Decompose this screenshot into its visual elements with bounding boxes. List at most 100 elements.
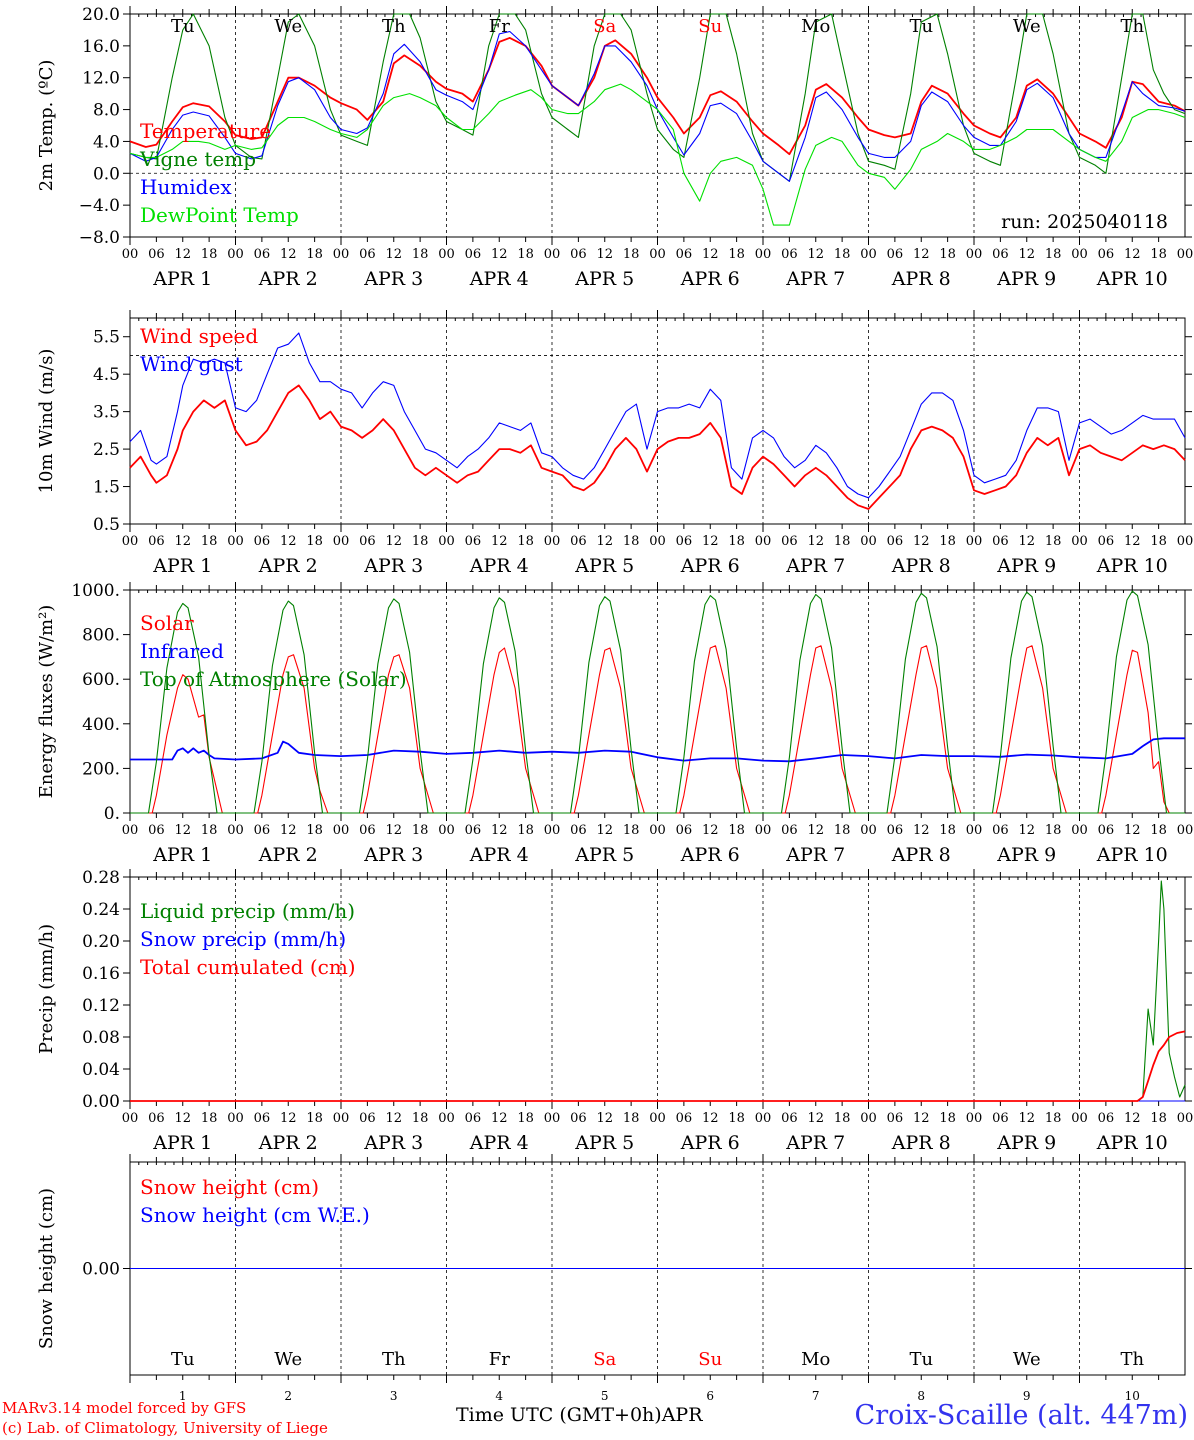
hour-label: 18 (728, 534, 745, 549)
y-axis-label: Snow height (cm) (36, 1188, 57, 1349)
date-label: APR 9 (996, 1132, 1056, 1154)
hour-label: 00 (755, 823, 772, 838)
date-label: APR 8 (891, 844, 951, 866)
hour-label: 06 (148, 823, 165, 838)
date-label: APR 6 (680, 555, 740, 577)
hour-label: 18 (412, 1111, 429, 1126)
hour-label: 00 (333, 247, 350, 262)
series-line (129, 37, 1186, 156)
hour-label: 18 (1150, 534, 1167, 549)
hour-label: 06 (254, 1111, 271, 1126)
hour-label: 18 (834, 534, 851, 549)
y-axis-label: 10m Wind (m/s) (36, 349, 57, 494)
date-number-label: 8 (917, 1389, 925, 1403)
date-label: APR 7 (785, 268, 845, 290)
date-number-label: 1 (179, 1389, 187, 1403)
hour-label: 06 (359, 247, 376, 262)
time-axis-title: Time UTC (GMT+0h)APR (456, 1404, 703, 1426)
hour-label: 06 (1098, 1111, 1115, 1126)
hour-label: 18 (623, 247, 640, 262)
hour-label: 06 (1098, 534, 1115, 549)
hour-label: 12 (913, 247, 930, 262)
hour-label: 06 (992, 823, 1009, 838)
hour-label: 06 (465, 534, 482, 549)
hour-label: 06 (1098, 247, 1115, 262)
weekday-label: We (1013, 1349, 1041, 1370)
y-tick-label: 4.5 (93, 365, 120, 385)
series-line (129, 332, 1186, 499)
date-label: APR 2 (258, 1132, 318, 1154)
date-number-label: 9 (1023, 1389, 1031, 1403)
hour-label: 06 (254, 534, 271, 549)
hour-label: 00 (755, 1111, 772, 1126)
hour-label: 18 (834, 1111, 851, 1126)
hour-label: 12 (913, 534, 930, 549)
hour-label: 12 (491, 1111, 508, 1126)
credit-line: (c) Lab. of Climatology, University of L… (2, 1419, 328, 1437)
run-label: run: 2025040118 (1001, 211, 1168, 233)
legend-entry: DewPoint Temp (140, 203, 299, 227)
hour-label: 18 (939, 1111, 956, 1126)
hour-label: 06 (148, 247, 165, 262)
hour-label: 00 (438, 247, 455, 262)
y-tick-label: 2.5 (93, 440, 120, 460)
y-tick-label: 0.00 (82, 1260, 120, 1280)
hour-label: 00 (544, 247, 561, 262)
date-label: APR 5 (574, 555, 634, 577)
hour-label: 12 (280, 534, 297, 549)
model-line: MARv3.14 model forced by GFS (2, 1399, 247, 1417)
hour-label: 00 (1071, 823, 1088, 838)
station-name: Croix-Scaille (alt. 447m) (854, 1400, 1188, 1431)
weekday-label: We (274, 16, 302, 37)
y-tick-label: 8.0 (93, 101, 120, 121)
hour-label: 00 (122, 823, 139, 838)
y-axis-label: Precip (mm/h) (36, 924, 57, 1054)
hour-label: 00 (1071, 534, 1088, 549)
hour-label: 00 (227, 1111, 244, 1126)
hour-label: 12 (1018, 823, 1035, 838)
weekday-label: Th (382, 1349, 406, 1370)
hour-label: 12 (174, 1111, 191, 1126)
hour-label: 18 (306, 247, 323, 262)
hour-label: 18 (201, 534, 218, 549)
hour-label: 00 (649, 1111, 666, 1126)
hour-label: 00 (333, 534, 350, 549)
hour-label: 12 (491, 534, 508, 549)
hour-label: 00 (544, 1111, 561, 1126)
hour-label: 06 (359, 534, 376, 549)
hour-label: 00 (438, 823, 455, 838)
hour-label: 00 (122, 1111, 139, 1126)
weekday-label: Th (1120, 1349, 1144, 1370)
date-label: APR 9 (996, 844, 1056, 866)
date-label: APR 6 (680, 1132, 740, 1154)
hour-label: 18 (1150, 823, 1167, 838)
hour-label: 12 (1018, 247, 1035, 262)
hour-label: 18 (834, 823, 851, 838)
date-label: APR 1 (152, 844, 212, 866)
hour-label: 06 (1098, 823, 1115, 838)
hour-label: 06 (676, 534, 693, 549)
hour-label: 06 (570, 534, 587, 549)
hour-label: 12 (913, 823, 930, 838)
weekday-label: Sa (593, 1349, 616, 1370)
y-tick-label: 20.0 (82, 5, 120, 25)
y-tick-label: 0.08 (82, 1028, 120, 1048)
hour-label: 00 (966, 534, 983, 549)
hour-label: 12 (1018, 1111, 1035, 1126)
hour-label: 18 (1045, 247, 1062, 262)
hour-label: 18 (201, 823, 218, 838)
weekday-label: Fr (489, 16, 510, 37)
hour-label: 12 (1124, 1111, 1141, 1126)
hour-label: 12 (385, 247, 402, 262)
hour-label: 18 (201, 247, 218, 262)
hour-label: 06 (570, 247, 587, 262)
hour-label: 00 (438, 1111, 455, 1126)
weekday-label: Su (698, 16, 722, 37)
date-label: APR 3 (363, 1132, 423, 1154)
hour-label: 00 (755, 247, 772, 262)
y-axis-label: Energy fluxes (W/m²) (36, 605, 57, 799)
date-label: APR 6 (680, 268, 740, 290)
hour-label: 00 (544, 823, 561, 838)
date-label: APR 7 (785, 1132, 845, 1154)
